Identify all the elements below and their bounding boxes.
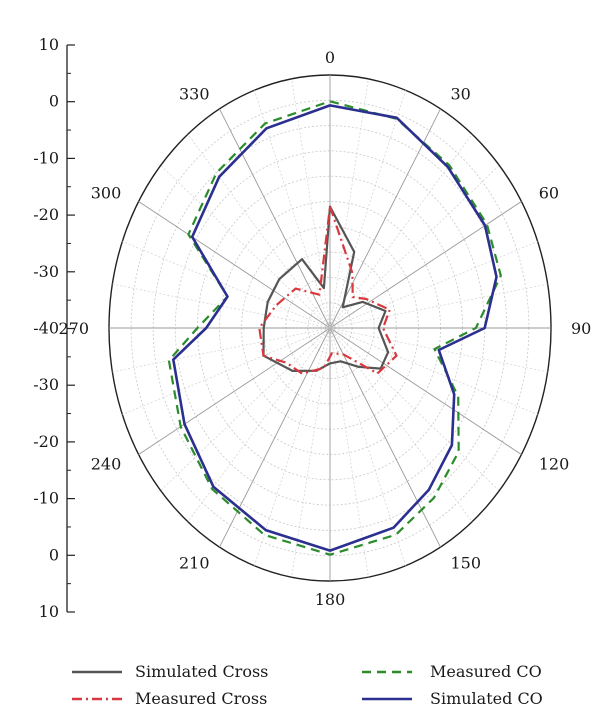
grid-spoke: [138, 327, 331, 455]
angle-labels: 0 30 60 90 120 150 180 210 240 270 300 330: [58, 48, 591, 609]
radial-tick-label: -10: [33, 489, 59, 508]
radial-tick-label: -40: [33, 319, 59, 338]
angle-label: 60: [539, 184, 559, 203]
grid-spoke: [160, 165, 331, 329]
grid-spoke: [187, 133, 331, 329]
angle-label: 150: [451, 554, 482, 573]
radial-tick-label: -30: [33, 375, 59, 394]
legend-label-simulated-cross: Simulated Cross: [135, 662, 268, 681]
series-layer: [167, 100, 502, 556]
grid-spoke: [219, 108, 331, 329]
grid-spoke: [329, 108, 441, 329]
grid-spoke: [122, 327, 331, 415]
angle-label: 330: [179, 84, 210, 103]
radial-tick-label: 0: [49, 92, 59, 111]
grid-spoke: [254, 90, 331, 329]
radial-tick-label: -20: [33, 432, 59, 451]
grid-spoke: [329, 241, 538, 329]
legend: Simulated Cross Measured CO Measured Cro…: [72, 662, 543, 708]
grid-spoke: [329, 327, 538, 415]
grid-spoke: [329, 327, 473, 523]
grid-spoke: [112, 283, 331, 329]
grid-spoke: [112, 327, 331, 373]
radial-tick-label: 0: [49, 545, 59, 564]
legend-label-measured-co: Measured CO: [430, 662, 542, 681]
series-line-measured-cross: [258, 205, 398, 375]
series-line-simulated-cross: [262, 205, 390, 372]
grid-spoke: [187, 327, 331, 523]
radial-tick-label: 10: [39, 35, 59, 54]
grid-spoke: [329, 165, 500, 329]
grid-spoke: [329, 327, 406, 566]
series-line-simulated-co: [172, 104, 498, 552]
radial-tick-label: 10: [39, 602, 59, 621]
grid-spoke: [329, 327, 548, 373]
radial-tick-label: -30: [33, 262, 59, 281]
radial-tick-label: -10: [33, 148, 59, 167]
angle-label: 270: [58, 319, 89, 338]
grid-spoke: [138, 201, 331, 329]
grid-spoke: [254, 327, 331, 566]
polar-grid: [108, 74, 552, 582]
angle-label: 300: [91, 184, 122, 203]
radial-tick-label: -20: [33, 205, 59, 224]
angle-label: 30: [451, 84, 471, 103]
grid-spoke: [329, 327, 500, 491]
grid-spoke: [329, 283, 548, 329]
angle-label: 210: [179, 554, 210, 573]
angle-label: 90: [571, 319, 591, 338]
grid-spoke: [122, 241, 331, 329]
angle-label: 240: [91, 455, 122, 474]
angle-label: 0: [325, 48, 335, 67]
grid-spoke: [329, 201, 522, 329]
legend-label-simulated-co: Simulated CO: [430, 689, 543, 708]
grid-spoke: [329, 133, 473, 329]
angle-label: 120: [539, 455, 570, 474]
grid-spoke: [329, 327, 522, 455]
legend-label-measured-cross: Measured Cross: [135, 689, 267, 708]
angle-label: 180: [315, 590, 346, 609]
radial-axis: 10 0 -10 -20 -30 -40 -30 -20 -10 0 10: [33, 35, 75, 621]
grid-spoke: [160, 327, 331, 491]
grid-spoke: [329, 90, 406, 329]
